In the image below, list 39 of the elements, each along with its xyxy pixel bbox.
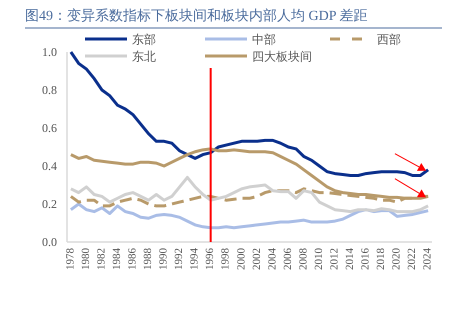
x-tick-label: 1996: [204, 248, 216, 270]
x-tick-label: 1988: [142, 248, 154, 270]
x-tick-label: 1990: [158, 248, 170, 270]
x-tick-label: 1984: [111, 248, 124, 270]
x-tick-label: 2004: [266, 248, 278, 270]
y-tick-label: 0.6: [42, 121, 57, 135]
y-tick-label: 0.4: [42, 159, 57, 173]
y-tick-label: 1.0: [42, 45, 57, 59]
x-tick-label: 1998: [220, 248, 232, 270]
legend-label: 东北: [132, 50, 156, 64]
line-series: [69, 176, 430, 214]
legend-label: 中部: [252, 32, 276, 46]
x-tick-label: 2012: [328, 248, 340, 270]
x-tick-label: 1992: [173, 248, 186, 270]
x-tick-label: 2020: [390, 248, 403, 270]
line-series: [69, 50, 430, 177]
x-tick-label: 2022: [406, 248, 418, 270]
y-tick-label: 0.8: [42, 83, 57, 97]
x-tick-label: 1980: [80, 248, 92, 270]
x-tick-label: 2000: [235, 248, 248, 270]
chart-title: 图49：变异系数指标下板块间和板块内部人均 GDP 差距: [25, 8, 368, 24]
x-tick-label: 1994: [188, 248, 201, 270]
x-tick-label: 2016: [360, 248, 372, 270]
x-tick-label: 2014: [344, 248, 356, 270]
x-tick-label: 1982: [95, 248, 108, 270]
y-tick-label: 0.0: [42, 235, 57, 249]
y-tick-label: 0.2: [42, 197, 57, 211]
x-tick-label: 2006: [282, 248, 294, 270]
x-tick-label: 1986: [126, 248, 139, 270]
legend-label: 西部: [377, 32, 401, 46]
line-series: [69, 202, 430, 230]
legend-label: 东部: [132, 32, 156, 46]
x-tick-label: 2010: [312, 248, 325, 270]
x-tick-label: 2024: [422, 248, 434, 270]
x-tick-label: 2008: [297, 248, 310, 270]
x-tick-label: 2002: [250, 248, 263, 270]
x-tick-label: 1978: [64, 248, 76, 270]
x-tick-label: 2018: [375, 248, 388, 270]
legend-label: 四大板块间: [252, 50, 312, 64]
